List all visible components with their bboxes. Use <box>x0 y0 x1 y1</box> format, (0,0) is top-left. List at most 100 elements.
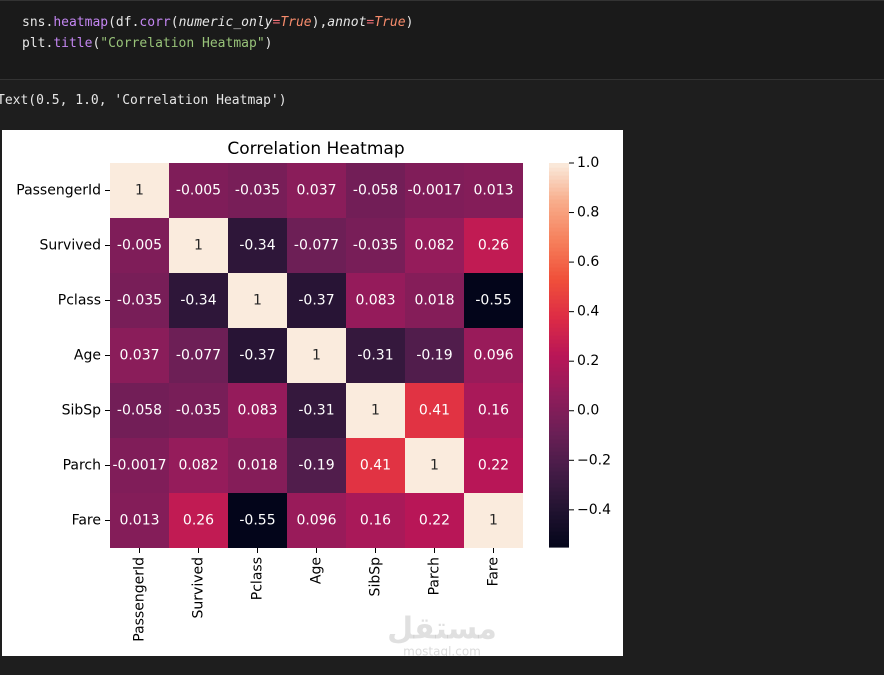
colorbar-segment <box>549 511 569 516</box>
watermark: مستقل <box>387 612 497 647</box>
colorbar-segment <box>549 391 569 396</box>
colorbar-segment <box>549 371 569 376</box>
cell-label: 0.41 <box>360 458 391 474</box>
colorbar-segment <box>549 503 569 508</box>
figure: Correlation Heatmap مستقل mostaql.com 1 -… <box>2 130 623 656</box>
colorbar-segment <box>549 359 569 364</box>
cell-label: 0.41 <box>419 403 450 419</box>
cell-label: -0.077 <box>176 348 221 364</box>
cell-label: -0.37 <box>239 348 275 364</box>
y-tick-label: Pclass <box>58 293 101 309</box>
colorbar-segment <box>549 423 569 428</box>
colorbar-segment <box>549 175 569 180</box>
cell-label: 1 <box>194 238 203 254</box>
heatmap-cell <box>228 438 287 493</box>
cell-label: -0.31 <box>298 403 334 419</box>
cell-label: 0.096 <box>473 348 513 364</box>
cell-label: 0.22 <box>478 458 509 474</box>
code-token: title <box>53 36 93 51</box>
heatmap-cell <box>346 273 405 328</box>
heatmap-cell <box>405 218 464 273</box>
code-token: sns. <box>22 15 54 30</box>
colorbar-segment <box>549 535 569 540</box>
x-tick-label: PassengerId <box>132 557 148 642</box>
colorbar-segment <box>549 459 569 464</box>
colorbar-segment <box>549 327 569 332</box>
heatmap-cell <box>346 438 405 493</box>
cell-label: 0.037 <box>119 348 159 364</box>
colorbar-segment <box>549 431 569 436</box>
heatmap-cell <box>464 328 523 383</box>
heatmap-cell <box>287 218 346 273</box>
cell-label: -0.035 <box>353 238 398 254</box>
colorbar-segment <box>549 351 569 356</box>
heatmap-cell <box>110 328 169 383</box>
heatmap-cell <box>405 328 464 383</box>
heatmap-cell <box>287 438 346 493</box>
cell-label: 1 <box>253 293 262 309</box>
colorbar-segment <box>549 267 569 272</box>
colorbar-segment <box>549 427 569 432</box>
code-token: "Correlation Heatmap" <box>100 36 265 51</box>
colorbar-segment <box>549 167 569 172</box>
colorbar-segment <box>549 195 569 200</box>
colorbar-segment <box>549 455 569 460</box>
code-token: plt. <box>22 36 54 51</box>
heatmap-cell <box>169 328 228 383</box>
colorbar-segment <box>549 523 569 528</box>
cell-label: 0.16 <box>478 403 509 419</box>
cell-label: 0.26 <box>478 238 509 254</box>
heatmap-cell <box>228 328 287 383</box>
code-token: corr <box>139 15 171 30</box>
colorbar-tick-label: −0.2 <box>577 452 611 468</box>
colorbar-segment <box>549 247 569 252</box>
cell-label: 0.037 <box>296 183 336 199</box>
colorbar-segment <box>549 483 569 488</box>
colorbar-segment <box>549 243 569 248</box>
colorbar-segment <box>549 447 569 452</box>
colorbar-segment <box>549 411 569 416</box>
colorbar-segment <box>549 207 569 212</box>
heatmap-cell <box>405 163 464 218</box>
heatmap-cell <box>228 493 287 548</box>
colorbar-segment <box>549 419 569 424</box>
colorbar-segment <box>549 171 569 176</box>
x-tick-label: Survived <box>191 557 207 618</box>
cell-label: 1 <box>312 348 321 364</box>
colorbar-segment <box>549 295 569 300</box>
colorbar-segment <box>549 443 569 448</box>
colorbar-segment <box>549 291 569 296</box>
cell-label: -0.34 <box>239 238 275 254</box>
colorbar-segment <box>549 191 569 196</box>
colorbar-tick-label: 0.2 <box>577 353 599 369</box>
heatmap-cell <box>110 493 169 548</box>
colorbar-segment <box>549 543 569 548</box>
heatmap-cell <box>405 493 464 548</box>
heatmap-cell <box>405 438 464 493</box>
heatmap-cell <box>346 163 405 218</box>
colorbar-segment <box>549 487 569 492</box>
cell-label: 0.22 <box>419 513 450 529</box>
colorbar-segment <box>549 203 569 208</box>
colorbar-segment <box>549 515 569 520</box>
colorbar-tick-label: 0.6 <box>577 254 599 270</box>
colorbar-segment <box>549 311 569 316</box>
colorbar-segment <box>549 271 569 276</box>
colorbar-segment <box>549 223 569 228</box>
cell-label: -0.55 <box>475 293 511 309</box>
colorbar-tick-label: 0.4 <box>577 304 599 320</box>
heatmap-cell <box>405 383 464 438</box>
colorbar-segment <box>549 211 569 216</box>
heatmap-cell <box>346 493 405 548</box>
heatmap-cell <box>464 163 523 218</box>
y-tick-label: PassengerId <box>16 183 101 199</box>
heatmap-cell <box>464 493 523 548</box>
code-token: annot <box>327 15 367 30</box>
cell-label: 1 <box>489 513 498 529</box>
cell-label: 1 <box>371 403 380 419</box>
colorbar-segment <box>549 507 569 512</box>
colorbar-segment <box>549 275 569 280</box>
heatmap-cell <box>405 273 464 328</box>
chart-title: Correlation Heatmap <box>227 139 404 159</box>
